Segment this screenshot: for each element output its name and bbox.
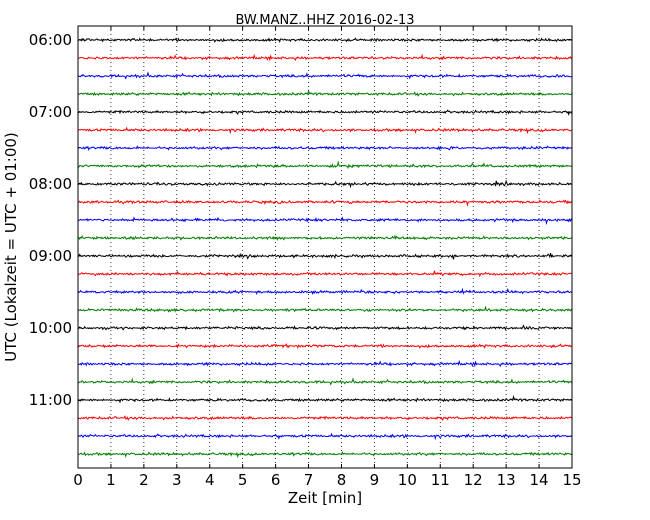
x-tick-label: 5 bbox=[238, 471, 248, 489]
x-axis: 0 1 2 3 4 5 6 7 8 9 10 11 12 13 14 15 bbox=[73, 26, 582, 489]
x-tick-label: 13 bbox=[497, 471, 516, 489]
y-tick-label: 06:00 bbox=[29, 31, 72, 49]
x-tick-label: 15 bbox=[562, 471, 581, 489]
y-tick-label: 10:00 bbox=[29, 319, 72, 337]
trace-0900 bbox=[77, 252, 573, 260]
plot-frame bbox=[77, 25, 573, 469]
y-tick-label: 11:00 bbox=[29, 391, 72, 409]
y-tick-label: 07:00 bbox=[29, 103, 72, 121]
x-tick-label: 11 bbox=[431, 471, 450, 489]
chart-title: BW.MANZ..HHZ 2016-02-13 bbox=[235, 13, 414, 28]
trace-0730 bbox=[77, 145, 573, 151]
y-tick-label: 08:00 bbox=[29, 175, 72, 193]
trace-0845 bbox=[77, 234, 573, 242]
trace-1015 bbox=[77, 343, 573, 350]
trace-0615 bbox=[77, 53, 573, 62]
trace-0930 bbox=[77, 287, 573, 296]
trace-1115 bbox=[77, 415, 573, 421]
x-tick-label: 2 bbox=[139, 471, 149, 489]
trace-0700 bbox=[77, 109, 573, 116]
x-tick-label: 3 bbox=[172, 471, 182, 489]
trace-1030 bbox=[77, 359, 573, 368]
x-tick-label: 8 bbox=[337, 471, 347, 489]
trace-0745 bbox=[77, 160, 573, 170]
trace-1045 bbox=[77, 377, 573, 386]
x-tick-label: 10 bbox=[398, 471, 417, 489]
x-tick-label: 4 bbox=[205, 471, 215, 489]
trace-1100 bbox=[77, 394, 573, 404]
trace-1130 bbox=[77, 432, 573, 441]
trace-0600 bbox=[77, 37, 573, 44]
x-tick-label: 9 bbox=[370, 471, 380, 489]
trace-0945 bbox=[77, 305, 573, 313]
trace-0645 bbox=[77, 88, 573, 97]
trace-1000 bbox=[77, 324, 573, 331]
x-tick-label: 0 bbox=[73, 471, 83, 489]
trace-1145 bbox=[77, 451, 573, 459]
trace-0815 bbox=[77, 199, 573, 207]
x-tick-label: 7 bbox=[304, 471, 314, 489]
x-tick-label: 1 bbox=[106, 471, 116, 489]
trace-group bbox=[77, 37, 573, 459]
y-tick-label: 09:00 bbox=[29, 247, 72, 265]
x-tick-label: 6 bbox=[271, 471, 281, 489]
grid-lines bbox=[110, 26, 540, 468]
trace-0915 bbox=[77, 270, 573, 278]
trace-0830 bbox=[77, 216, 573, 226]
x-tick-label: 12 bbox=[464, 471, 483, 489]
y-axis: 06:00 07:00 08:00 09:00 10:00 11:00 bbox=[29, 31, 572, 409]
x-axis-label: Zeit [min] bbox=[288, 489, 362, 507]
trace-0715 bbox=[77, 126, 573, 135]
trace-0630 bbox=[77, 71, 573, 80]
trace-0800 bbox=[77, 179, 573, 189]
y-axis-label: UTC (Lokalzeit = UTC + 01:00) bbox=[2, 132, 20, 362]
x-tick-label: 14 bbox=[530, 471, 549, 489]
